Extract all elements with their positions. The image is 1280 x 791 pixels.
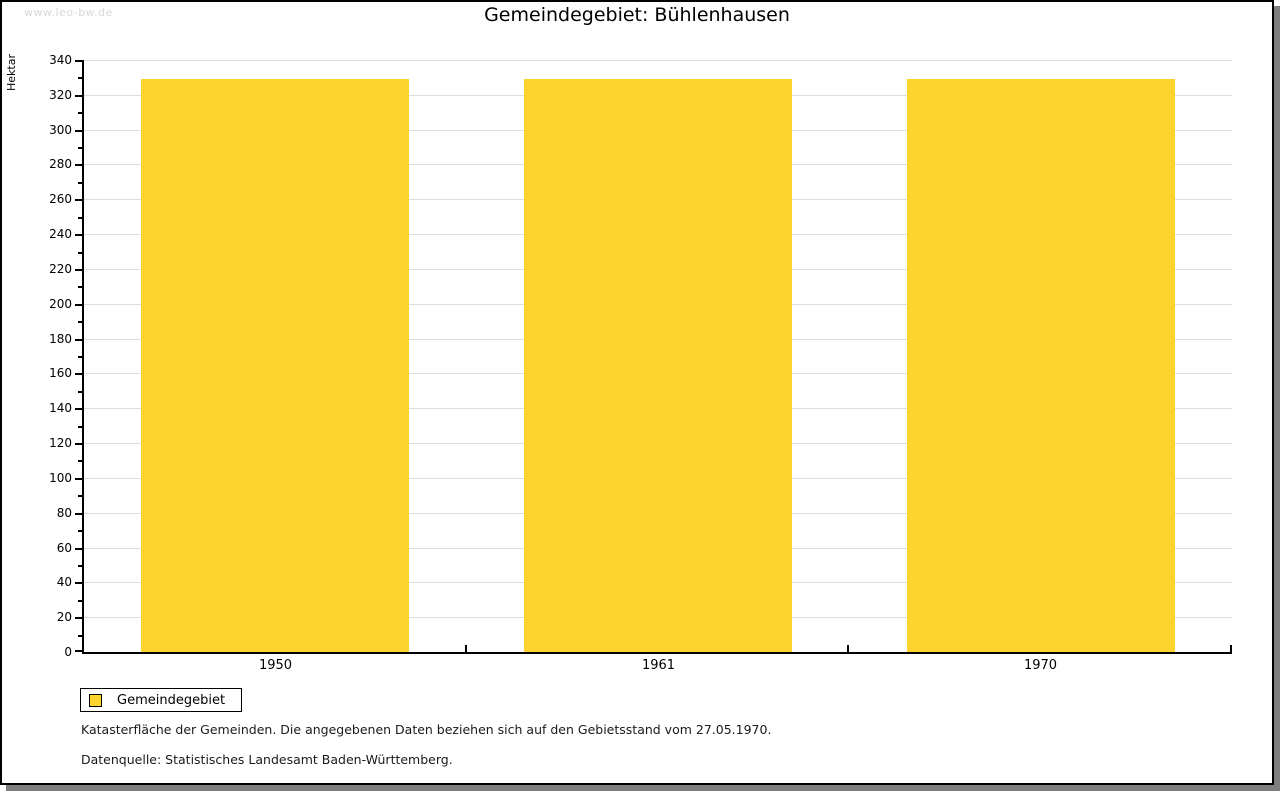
- y-axis-label: Hektar: [5, 54, 18, 91]
- y-axis-minor-tick: [78, 286, 82, 288]
- footnote-data-source: Datenquelle: Statistisches Landesamt Bad…: [81, 752, 453, 767]
- y-axis-minor-tick: [78, 182, 82, 184]
- y-axis-tick-label: 320: [49, 88, 72, 102]
- x-axis-tick: [465, 645, 467, 652]
- y-axis-minor-tick: [78, 530, 82, 532]
- y-axis-major-tick: [75, 60, 82, 62]
- y-axis-major-tick: [75, 234, 82, 236]
- y-axis-major-tick: [75, 199, 82, 201]
- footnote-description: Katasterfläche der Gemeinden. Die angege…: [81, 722, 772, 737]
- y-axis-major-tick: [75, 582, 82, 584]
- y-axis-tick-label: 160: [49, 366, 72, 380]
- y-axis-major-tick: [75, 650, 82, 652]
- y-axis-minor-tick: [78, 356, 82, 358]
- y-axis-major-tick: [75, 95, 82, 97]
- y-axis-tick-label: 100: [49, 471, 72, 485]
- y-axis-major-tick: [75, 164, 82, 166]
- y-axis-major-tick: [75, 617, 82, 619]
- x-axis-tick-label: 1961: [641, 658, 676, 673]
- chart-title: Gemeindegebiet: Bühlenhausen: [484, 4, 790, 26]
- y-axis-minor-tick: [78, 77, 82, 79]
- y-axis-tick-label: 340: [49, 53, 72, 67]
- y-axis-tick-label: 220: [49, 262, 72, 276]
- y-axis-major-tick: [75, 339, 82, 341]
- watermark: www.leo-bw.de: [24, 6, 113, 19]
- y-axis-tick-label: 140: [49, 401, 72, 415]
- y-axis-minor-tick: [78, 426, 82, 428]
- y-axis-major-tick: [75, 304, 82, 306]
- y-axis-major-tick: [75, 478, 82, 480]
- y-axis-minor-tick: [78, 112, 82, 114]
- y-axis-major-tick: [75, 269, 82, 271]
- x-axis-tick-label: 1950: [258, 658, 293, 673]
- x-axis-tick: [1230, 645, 1232, 652]
- x-axis-tick: [847, 645, 849, 652]
- y-axis-minor-tick: [78, 147, 82, 149]
- y-axis-tick-label: 260: [49, 192, 72, 206]
- y-axis-tick-label: 240: [49, 227, 72, 241]
- y-axis-tick-label: 40: [56, 575, 72, 589]
- y-axis-minor-tick: [78, 495, 82, 497]
- legend: Gemeindegebiet: [80, 688, 243, 712]
- y-axis-minor-tick: [78, 460, 82, 462]
- y-axis-major-tick: [75, 373, 82, 375]
- y-axis-minor-tick: [78, 635, 82, 637]
- y-axis-major-tick: [75, 443, 82, 445]
- y-axis-major-tick: [75, 130, 82, 132]
- y-axis-major-tick: [75, 408, 82, 410]
- grid-line: [84, 60, 1232, 61]
- y-axis-minor-tick: [78, 321, 82, 323]
- y-axis-tick-label: 20: [56, 610, 72, 624]
- bar-1970: [907, 79, 1175, 652]
- y-axis-minor-tick: [78, 565, 82, 567]
- y-axis-tick-label: 120: [49, 436, 72, 450]
- y-axis-minor-tick: [78, 217, 82, 219]
- bar-1961: [524, 79, 792, 652]
- y-axis-minor-tick: [78, 391, 82, 393]
- y-axis-tick-label: 200: [49, 297, 72, 311]
- y-axis-minor-tick: [78, 252, 82, 254]
- y-axis-tick-label: 0: [64, 645, 72, 659]
- y-axis-tick-label: 180: [49, 332, 72, 346]
- legend-label: Gemeindegebiet: [117, 692, 226, 708]
- plot-area: 0 20 40 60 80 100 120 140 160 180 200 220 240 260 280 3…: [49, 53, 1232, 673]
- bar-1950: [141, 79, 409, 652]
- y-axis-tick-label: 300: [49, 123, 72, 137]
- y-axis-tick-label: 60: [56, 541, 72, 555]
- y-axis-tick-label: 80: [56, 506, 72, 520]
- legend-swatch-icon: [89, 693, 102, 707]
- y-axis-tick-label: 280: [49, 157, 72, 171]
- y-axis-major-tick: [75, 513, 82, 515]
- y-axis-major-tick: [75, 548, 82, 550]
- x-axis-tick-label: 1970: [1023, 658, 1058, 673]
- y-axis-minor-tick: [78, 600, 82, 602]
